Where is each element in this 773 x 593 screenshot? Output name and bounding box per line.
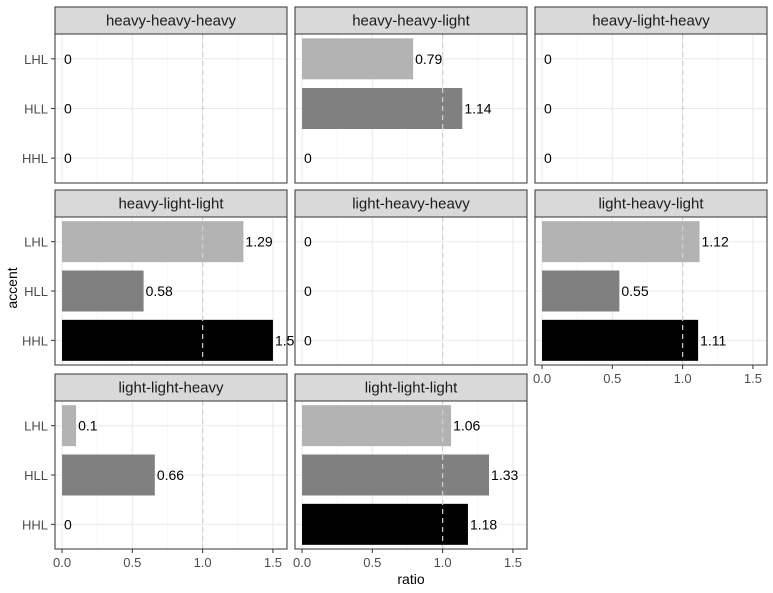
y-tick-label: HLL: [24, 284, 48, 299]
x-tick-label: 0.5: [603, 371, 621, 386]
x-tick-label: 1.0: [674, 371, 692, 386]
y-tick-label: LHL: [24, 419, 48, 434]
facet-panel: light-heavy-heavy 0 0 0: [294, 189, 528, 366]
x-tick-label: 1.5: [504, 555, 522, 570]
bar: [302, 88, 463, 129]
bar: [62, 319, 273, 361]
bar: [302, 503, 468, 545]
data-label: 1.33: [491, 467, 518, 483]
facet-panel: heavy-heavy-heavy 0 0 0 LHL HLL HHL: [22, 6, 288, 184]
facet-title: light-heavy-heavy: [352, 196, 470, 213]
data-label: 0.1: [78, 418, 98, 434]
y-tick-label: HHL: [22, 333, 48, 348]
facet-title: light-heavy-light: [598, 196, 704, 213]
y-axis-title: accent: [4, 267, 20, 308]
facet-title: heavy-heavy-light: [352, 13, 470, 30]
facet-title: light-light-light: [365, 380, 458, 397]
data-label: 0: [64, 51, 72, 67]
x-tick-label: 0.0: [53, 555, 71, 570]
panel-border: [534, 33, 768, 184]
facet-panel: light-heavy-light 1.12 0.55 1.11 0.0 0.5 1.0 1.…: [533, 189, 768, 386]
data-label: 0: [304, 332, 312, 348]
data-label: 0: [64, 516, 72, 532]
data-label: 1.5: [275, 332, 295, 348]
x-tick-label: 1.0: [194, 555, 212, 570]
data-label: 0: [544, 101, 552, 117]
data-label: 0: [64, 101, 72, 117]
data-label: 0: [64, 150, 72, 166]
data-label: 1.11: [700, 332, 726, 348]
y-tick-label: HHL: [22, 151, 48, 166]
data-label: 0.58: [146, 283, 173, 299]
data-label: 0: [304, 150, 312, 166]
facet-panel: heavy-light-light 1.29 0.58 1.5 LHL HLL HHL: [22, 189, 295, 366]
y-tick-label: LHL: [24, 52, 48, 67]
facet-strip: [54, 6, 288, 35]
x-tick-label: 0.0: [293, 555, 311, 570]
bar: [62, 221, 244, 263]
data-label: 0: [304, 283, 312, 299]
facet-title: light-light-heavy: [118, 380, 224, 397]
facet-title: heavy-light-heavy: [592, 13, 710, 30]
data-label: 1.29: [245, 234, 272, 250]
facet-panel: heavy-heavy-light 0.79 1.14 0: [294, 6, 528, 184]
x-tick-label: 0.0: [533, 371, 551, 386]
panel-border: [294, 33, 528, 184]
x-tick-label: 1.5: [744, 371, 762, 386]
bar: [62, 405, 77, 447]
data-label: 0: [544, 51, 552, 67]
bar: [62, 454, 155, 496]
facet-strip: [294, 373, 528, 402]
bar: [542, 221, 700, 263]
data-label: 1.14: [464, 101, 491, 117]
bar: [542, 319, 699, 361]
panel-border: [294, 216, 528, 366]
y-tick-label: HLL: [24, 468, 48, 483]
panel-border: [294, 400, 528, 550]
x-axis-title: ratio: [397, 571, 424, 587]
facet-strip: [534, 189, 768, 218]
bar: [62, 270, 144, 312]
facet-strip: [54, 373, 288, 402]
facet-panels: heavy-heavy-heavy000LHLHLLHHLheavy-heavy…: [22, 6, 768, 570]
facet-strip: [294, 6, 528, 35]
data-label: 0.79: [415, 51, 442, 67]
data-label: 1.06: [453, 418, 480, 434]
facet-strip: [534, 6, 768, 35]
x-tick-label: 0.5: [123, 555, 141, 570]
x-tick-label: 1.0: [434, 555, 452, 570]
y-tick-label: HHL: [22, 517, 48, 532]
bar: [302, 38, 414, 80]
facet-panel: heavy-light-heavy 0 0 0: [534, 6, 768, 184]
data-label: 0: [304, 234, 312, 250]
data-label: 0.55: [621, 283, 648, 299]
y-tick-label: HLL: [24, 102, 48, 117]
y-tick-label: LHL: [24, 235, 48, 250]
bar: [302, 454, 490, 496]
x-tick-label: 0.5: [363, 555, 381, 570]
data-label: 1.12: [702, 234, 729, 250]
panel-border: [534, 216, 768, 366]
facet-panel: light-light-light 1.06 1.33 1.18 0.0 0.5 1.0 1.…: [293, 373, 528, 570]
bar: [302, 405, 452, 447]
bar: [542, 270, 620, 312]
data-label: 0: [544, 150, 552, 166]
facet-title: heavy-heavy-heavy: [106, 13, 237, 30]
x-tick-label: 1.5: [264, 555, 282, 570]
data-label: 0.66: [157, 467, 184, 483]
data-label: 1.18: [470, 516, 497, 532]
facet-strip: [54, 189, 288, 218]
facet-title: heavy-light-light: [118, 196, 224, 213]
facet-panel: light-light-heavy 0.1 0.66 0 LHL HLL HHL 0.0 0.5…: [22, 373, 288, 570]
